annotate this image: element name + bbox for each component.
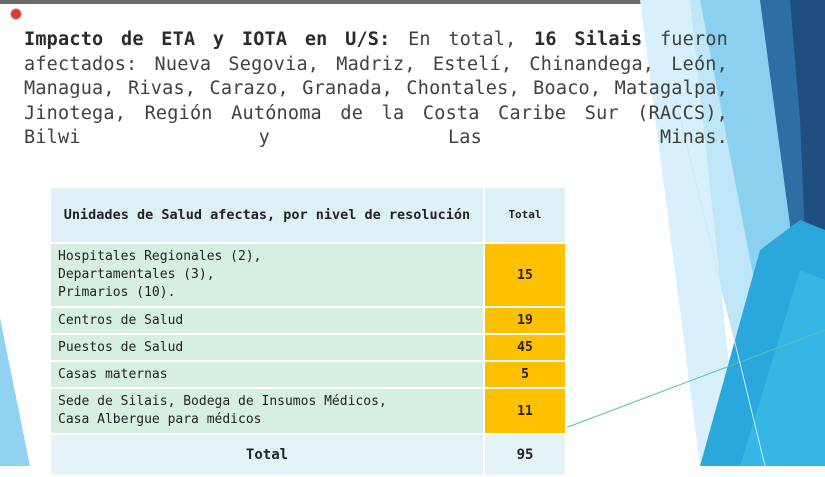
table-row: Centros de Salud 19 (49, 306, 567, 335)
row-casas-total: 5 (483, 360, 567, 389)
row-centros-total: 19 (483, 306, 567, 335)
health-units-table: Unidades de Salud afectas, por nivel de … (49, 186, 567, 477)
row-casas-label: Casas maternas (49, 360, 485, 389)
header-units-label: Unidades de Salud afectas, por nivel de … (49, 186, 485, 244)
row-puestos-total: 45 (483, 333, 567, 362)
row-puestos-label: Puestos de Salud (49, 333, 485, 362)
summary-heading: Impacto de ETA y IOTA en U/S: (24, 29, 391, 50)
summary-text-a: En total, (390, 29, 535, 50)
row-sede-label: Sede de Silais, Bodega de Insumos Médico… (49, 387, 485, 435)
table-row: Puestos de Salud 45 (49, 333, 567, 362)
row-sede-total: 11 (483, 387, 567, 435)
row-centros-label: Centros de Salud (49, 306, 485, 335)
table-row: Sede de Silais, Bodega de Insumos Médico… (49, 387, 567, 435)
row-hospitals-label: Hospitales Regionales (2), Departamental… (49, 242, 485, 308)
table-row: Hospitales Regionales (2), Departamental… (49, 242, 567, 308)
footer-total-value: 95 (483, 433, 567, 477)
impact-summary: Impacto de ETA y IOTA en U/S: En total, … (24, 28, 728, 151)
window-top-bar (0, 0, 825, 4)
table-footer-row: Total 95 (49, 433, 567, 477)
table-header-row: Unidades de Salud afectas, por nivel de … (49, 186, 567, 244)
summary-text-b: fueron afectados: Nueva Segovia, Madriz,… (24, 29, 729, 148)
slide-decoration (0, 0, 825, 466)
row-hospitals-total: 15 (483, 242, 567, 308)
table-row: Casas maternas 5 (49, 360, 567, 389)
silais-count: 16 Silais (534, 29, 643, 50)
footer-total-label: Total (49, 433, 485, 477)
record-icon[interactable] (10, 8, 22, 20)
header-total-label: Total (483, 186, 567, 244)
